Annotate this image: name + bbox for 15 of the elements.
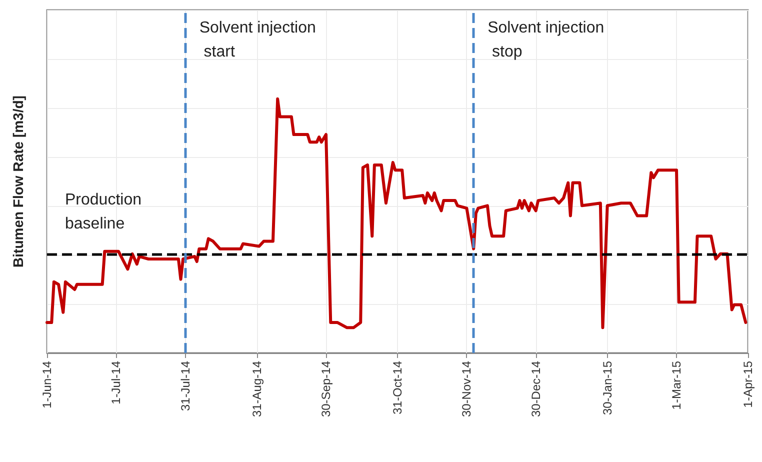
x-tick-label: 31-Jul-14 xyxy=(178,360,192,412)
x-tick-label: 31-Aug-14 xyxy=(250,360,264,418)
ref-line-label: Production baseline xyxy=(65,191,146,232)
x-tick-label: 1-Apr-15 xyxy=(741,360,755,408)
ref-line-label: Solvent injection stop xyxy=(488,20,604,60)
x-tick-label: 1-Mar-15 xyxy=(670,360,684,410)
x-tick-label: 1-Jun-14 xyxy=(40,360,54,408)
x-tick-label: 30-Jan-15 xyxy=(600,360,614,416)
x-tick-label: 30-Dec-14 xyxy=(528,360,543,418)
ref-line-label: Solvent injection start xyxy=(199,20,316,60)
x-tick-label: 30-Sep-14 xyxy=(319,360,334,418)
x-tick-label: 30-Nov-14 xyxy=(460,360,474,418)
x-tick-label: 1-Jul-14 xyxy=(109,360,124,404)
y-axis-title: Bitumen Flow Rate [m3/d] xyxy=(10,96,26,268)
x-tick-label: 31-Oct-14 xyxy=(390,360,404,414)
